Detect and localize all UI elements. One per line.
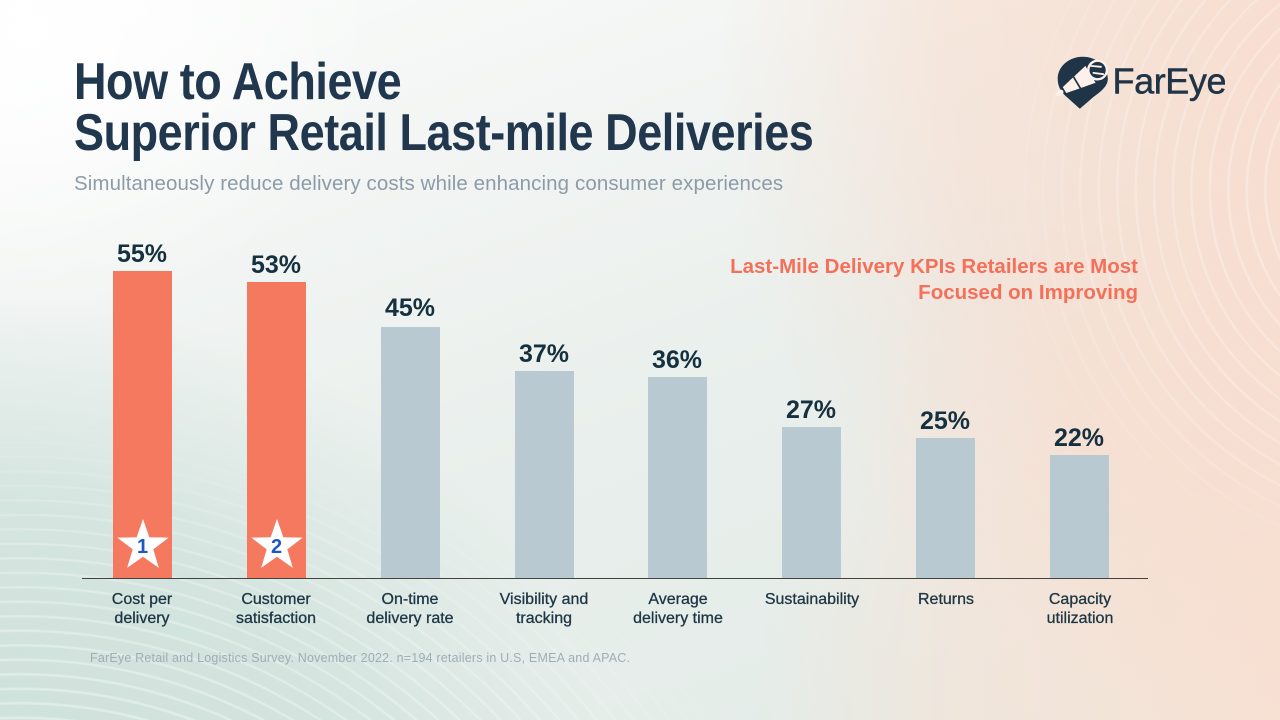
svg-text:FarEye: FarEye <box>1113 60 1226 101</box>
